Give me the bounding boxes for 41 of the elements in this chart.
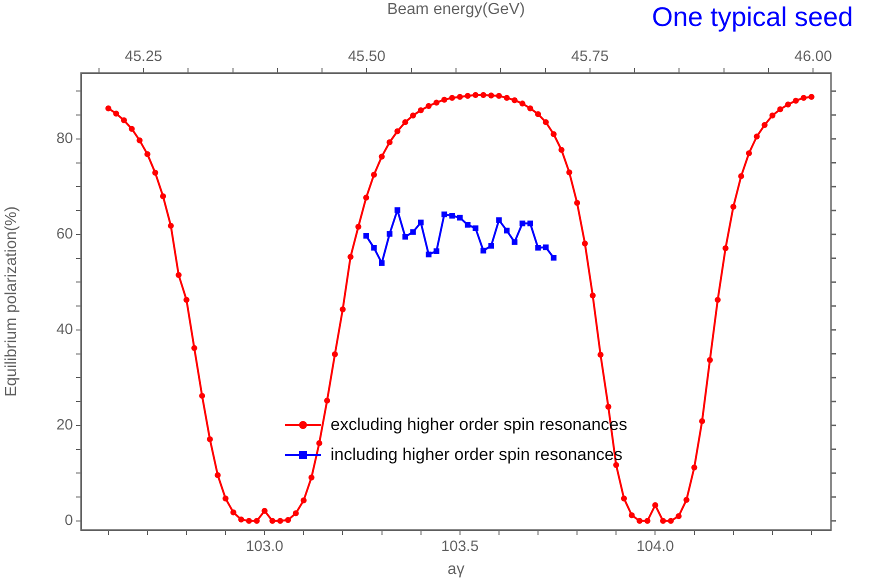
x-axis-title: aγ (448, 560, 464, 578)
point (371, 244, 377, 251)
point (504, 228, 510, 234)
point (457, 214, 463, 221)
point (496, 217, 502, 223)
point (378, 260, 385, 266)
chart-title: One typical seed (652, 2, 853, 33)
point (512, 239, 518, 245)
x-tick-label: 104.0 (636, 538, 674, 556)
point (472, 225, 478, 232)
y-tick-label: 80 (56, 130, 73, 148)
y-tick-label: 20 (56, 416, 73, 434)
point (410, 229, 416, 235)
point (363, 233, 369, 239)
x2-tick-label: 45.75 (571, 48, 609, 66)
x-tick-label: 103.0 (246, 538, 284, 556)
point (386, 231, 392, 237)
y-tick-label: 0 (64, 512, 73, 530)
point (520, 220, 526, 226)
point (426, 252, 432, 258)
point (464, 222, 471, 228)
point (543, 244, 549, 250)
x-tick-label: 103.5 (441, 538, 479, 556)
x2-tick-label: 45.25 (124, 48, 162, 66)
point (550, 254, 556, 261)
point (480, 248, 486, 254)
point (535, 244, 541, 251)
x2-tick-label: 45.50 (348, 48, 386, 66)
y-axis-title: Equilibrium polarization(%) (3, 206, 20, 397)
y-tick-label: 60 (56, 226, 73, 243)
x2-tick-label: 46.00 (794, 48, 832, 66)
point (418, 220, 424, 226)
point (394, 207, 400, 213)
y-tick-label: 40 (56, 321, 73, 338)
point (441, 212, 448, 218)
point (449, 212, 455, 219)
point (488, 243, 494, 249)
point (434, 248, 440, 254)
point (402, 234, 408, 240)
point (527, 220, 534, 226)
x2-axis-title: Beam energy(GeV) (387, 1, 525, 18)
